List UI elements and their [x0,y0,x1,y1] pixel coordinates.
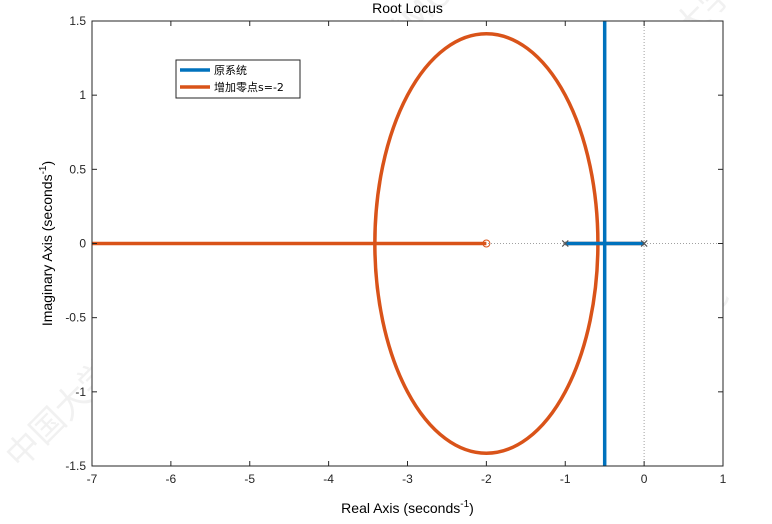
series-layer [92,21,645,466]
y-tick-label: 1.5 [69,14,86,28]
x-tick-label: -4 [323,472,334,486]
x-axis-label: Real Axis (seconds-1) [341,499,474,516]
x-tick-label: 1 [720,472,727,486]
x-tick-label: -1 [560,472,571,486]
x-tick-label: -2 [481,472,492,486]
x-tick-label: -7 [87,472,98,486]
pole-stroke [561,240,569,247]
y-tick-label: -1.5 [65,459,86,473]
legend-label: 原系统 [214,64,247,77]
x-tick-label: -3 [402,472,413,486]
x-tick-label: -6 [166,472,177,486]
y-tick-label: 0 [79,237,86,251]
y-tick-label: -1 [75,385,86,399]
y-tick-label: 0.5 [69,162,86,176]
pole-zero-markers [482,239,648,248]
chart-title: Root Locus [372,0,443,16]
x-tick-label: 0 [641,472,648,486]
legend-label: 增加零点s=-2 [214,80,284,94]
zero-marker [482,239,491,248]
pole-marker [561,240,569,247]
pole-marker [640,240,648,247]
legend-box [175,59,301,99]
x-tick-label: -5 [244,472,255,486]
y-tick-label: 1 [79,88,86,102]
axis-ticks: -7 -6 -5 -4 -3 -2 -1 0 1 -1.5 -1 -0.5 0 0.5 1 1.5 [65,14,726,486]
y-axis-label: Imaginary Axis (seconds-1) [38,161,55,326]
pole-stroke [640,240,648,247]
y-tick-label: -0.5 [65,311,86,325]
